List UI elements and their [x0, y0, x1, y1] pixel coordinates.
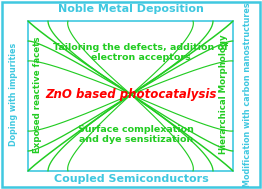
Text: Hierarchical Morphology: Hierarchical Morphology: [219, 35, 227, 154]
Text: Surface complexation
and dye sensitization: Surface complexation and dye sensitizati…: [78, 125, 194, 144]
Text: Noble Metal Deposition: Noble Metal Deposition: [58, 5, 204, 15]
Text: Doping with impurities: Doping with impurities: [9, 43, 19, 146]
Text: Tailoring the defects, addition of
electron acceptors: Tailoring the defects, addition of elect…: [53, 43, 228, 62]
Text: Modification with carbon nanostructures: Modification with carbon nanostructures: [243, 2, 252, 187]
Text: ZnO based photocatalysis: ZnO based photocatalysis: [45, 88, 217, 101]
Bar: [28, 21, 233, 171]
Text: Coupled Semiconductors: Coupled Semiconductors: [54, 174, 208, 184]
Text: Exposed reactive facets: Exposed reactive facets: [34, 36, 42, 153]
